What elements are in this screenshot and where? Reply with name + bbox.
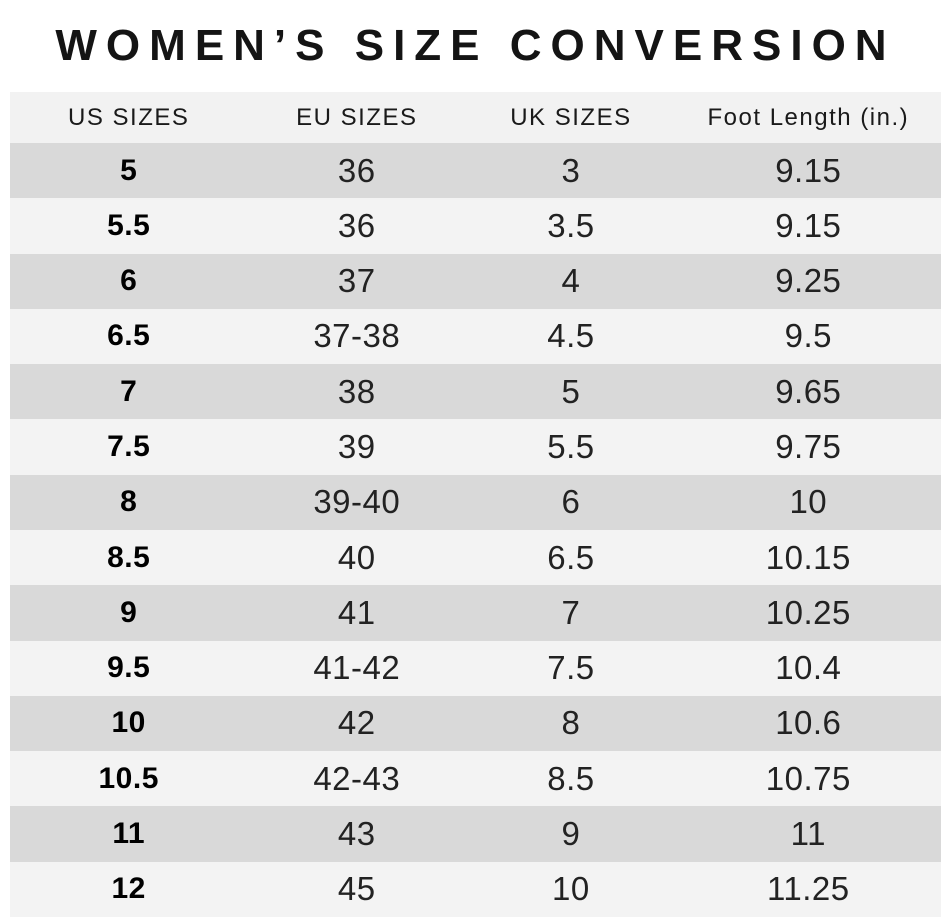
- column-header-eu-sizes: EU SIZES: [296, 103, 418, 131]
- cell-uk-size: 4: [561, 262, 581, 300]
- cell-eu-size: 43: [337, 815, 376, 853]
- cell-us-size: 10.5: [98, 761, 159, 795]
- cell-eu-size: 40: [337, 538, 376, 576]
- cell-uk-size: 8: [561, 704, 581, 742]
- cell-eu-size: 45: [337, 870, 376, 908]
- table-row: 10.5 42-43 8.5 10.75: [10, 751, 941, 807]
- cell-us-size: 9: [120, 595, 138, 629]
- cell-us-size: 7: [120, 374, 138, 408]
- cell-us-size: 5: [120, 153, 138, 187]
- cell-foot-length: 9.75: [775, 428, 842, 466]
- cell-eu-size: 36: [337, 206, 376, 244]
- table-row: 9.5 41-42 7.5 10.4: [10, 640, 941, 696]
- table-row: 11 43 9 11: [10, 806, 941, 862]
- cell-eu-size: 39-40: [313, 483, 401, 521]
- cell-uk-size: 6.5: [547, 538, 595, 576]
- cell-eu-size: 36: [337, 151, 376, 189]
- cell-uk-size: 5.5: [547, 428, 595, 466]
- cell-uk-size: 7: [561, 593, 581, 631]
- cell-foot-length: 11.25: [766, 870, 850, 908]
- table-row: 7 38 5 9.65: [10, 364, 941, 420]
- cell-uk-size: 9: [561, 815, 581, 853]
- cell-foot-length: 9.15: [775, 206, 842, 244]
- cell-us-size: 6.5: [107, 319, 151, 353]
- cell-uk-size: 3: [561, 151, 581, 189]
- cell-uk-size: 8.5: [547, 759, 595, 797]
- cell-us-size: 5.5: [107, 208, 151, 242]
- table-row: 5 36 3 9.15: [10, 143, 941, 199]
- cell-eu-size: 41-42: [313, 649, 401, 687]
- table-row: 9 41 7 10.25: [10, 585, 941, 641]
- cell-us-size: 12: [111, 872, 146, 906]
- cell-foot-length: 9.65: [775, 372, 842, 410]
- cell-foot-length: 10: [789, 483, 828, 521]
- cell-us-size: 8.5: [107, 540, 151, 574]
- cell-us-size: 10: [111, 706, 146, 740]
- cell-uk-size: 3.5: [547, 206, 595, 244]
- column-header-us-sizes: US SIZES: [68, 103, 190, 131]
- cell-foot-length: 10.15: [765, 538, 851, 576]
- cell-us-size: 7.5: [107, 430, 151, 464]
- table-header-row: US SIZES EU SIZES UK SIZES Foot Length (…: [10, 92, 941, 143]
- title-bar: WOMEN’S SIZE CONVERSION: [0, 0, 951, 92]
- cell-foot-length: 10.25: [765, 593, 851, 631]
- column-header-foot-length: Foot Length (in.): [707, 103, 910, 131]
- table-row: 6 37 4 9.25: [10, 253, 941, 309]
- table-row: 8 39-40 6 10: [10, 474, 941, 530]
- cell-eu-size: 42: [337, 704, 376, 742]
- cell-foot-length: 10.4: [775, 649, 842, 687]
- cell-uk-size: 7.5: [547, 649, 595, 687]
- cell-uk-size: 5: [561, 372, 581, 410]
- cell-us-size: 11: [112, 817, 146, 851]
- table-rows: 5 36 3 9.15 5.5 36 3.5 9.15 6 37 4 9.25 …: [10, 143, 941, 917]
- cell-foot-length: 10.75: [765, 759, 851, 797]
- cell-us-size: 8: [120, 485, 138, 519]
- cell-foot-length: 9.25: [775, 262, 842, 300]
- cell-foot-length: 11: [790, 815, 826, 853]
- cell-us-size: 9.5: [107, 651, 151, 685]
- cell-eu-size: 37: [337, 262, 376, 300]
- size-conversion-table: US SIZES EU SIZES UK SIZES Foot Length (…: [10, 92, 941, 917]
- table-row: 12 45 10 11.25: [10, 861, 941, 917]
- cell-eu-size: 37-38: [313, 317, 401, 355]
- cell-eu-size: 41: [337, 593, 376, 631]
- column-header-uk-sizes: UK SIZES: [510, 103, 632, 131]
- cell-foot-length: 10.6: [775, 704, 842, 742]
- cell-eu-size: 38: [337, 372, 376, 410]
- table-row: 8.5 40 6.5 10.15: [10, 529, 941, 586]
- cell-eu-size: 39: [337, 428, 376, 466]
- table-row: 10 42 8 10.6: [10, 695, 941, 752]
- cell-uk-size: 10: [552, 870, 590, 908]
- cell-us-size: 6: [120, 264, 138, 298]
- table-row: 7.5 39 5.5 9.75: [10, 419, 941, 475]
- table-row: 6.5 37-38 4.5 9.5: [10, 308, 941, 365]
- page-title: WOMEN’S SIZE CONVERSION: [55, 21, 896, 70]
- cell-eu-size: 42-43: [313, 759, 401, 797]
- table-row: 5.5 36 3.5 9.15: [10, 198, 941, 254]
- cell-uk-size: 6: [561, 483, 581, 521]
- cell-uk-size: 4.5: [547, 317, 595, 355]
- cell-foot-length: 9.15: [775, 151, 842, 189]
- cell-foot-length: 9.5: [784, 317, 832, 355]
